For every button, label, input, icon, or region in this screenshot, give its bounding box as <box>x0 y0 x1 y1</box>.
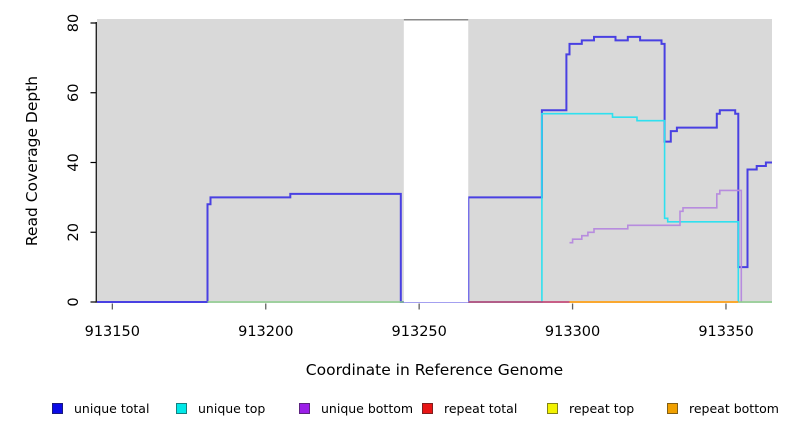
series-line-unique-bottom <box>569 189 743 302</box>
x-tick-label-913350: 913350 <box>698 324 753 340</box>
unique-total-swatch-icon <box>52 402 63 414</box>
x-tick-label-913300: 913300 <box>545 324 600 340</box>
repeat-top-swatch-icon <box>547 402 558 414</box>
repeat-total-swatch-icon <box>422 402 433 414</box>
unique-bottom-swatch-icon <box>299 402 310 414</box>
x-tick-label-913150: 913150 <box>85 324 140 340</box>
x-tick-label-913200: 913200 <box>238 324 293 340</box>
legend-label: repeat bottom <box>689 400 779 416</box>
series-line-unique-top <box>468 112 740 303</box>
legend-label: repeat total <box>444 400 518 416</box>
legend-label: unique bottom <box>321 400 414 416</box>
x-tick-label-913250: 913250 <box>392 324 447 340</box>
legend-item-repeat-bottom: repeat bottom <box>667 397 779 419</box>
legend-label: unique total <box>74 400 150 416</box>
legend-item-unique-top: unique top <box>176 397 265 419</box>
x-axis-title: Coordinate in Reference Genome <box>305 361 564 379</box>
legend: unique total unique top unique bottom repea… <box>0 397 792 421</box>
gap-region <box>403 19 469 303</box>
unique-top-swatch-icon <box>176 402 187 414</box>
coverage-plot: 0 20 40 60 80 913150 913200 913250 913300 913350 <box>66 14 772 340</box>
legend-item-repeat-total: repeat total <box>422 397 517 419</box>
legend-item-repeat-top: repeat top <box>547 397 634 419</box>
y-tick-label-40: 40 <box>66 153 82 171</box>
legend-item-unique-total: unique total <box>52 397 149 419</box>
legend-label: repeat top <box>569 400 635 416</box>
y-axis-title: Read Coverage Depth <box>23 75 41 247</box>
y-tick-label-60: 60 <box>66 84 82 102</box>
legend-item-unique-bottom: unique bottom <box>299 397 413 419</box>
y-tick-label-20: 20 <box>66 223 82 241</box>
y-tick-label-80: 80 <box>66 14 82 32</box>
legend-label: unique top <box>198 400 266 416</box>
y-tick-label-0: 0 <box>66 297 82 306</box>
repeat-bottom-swatch-icon <box>667 402 678 414</box>
